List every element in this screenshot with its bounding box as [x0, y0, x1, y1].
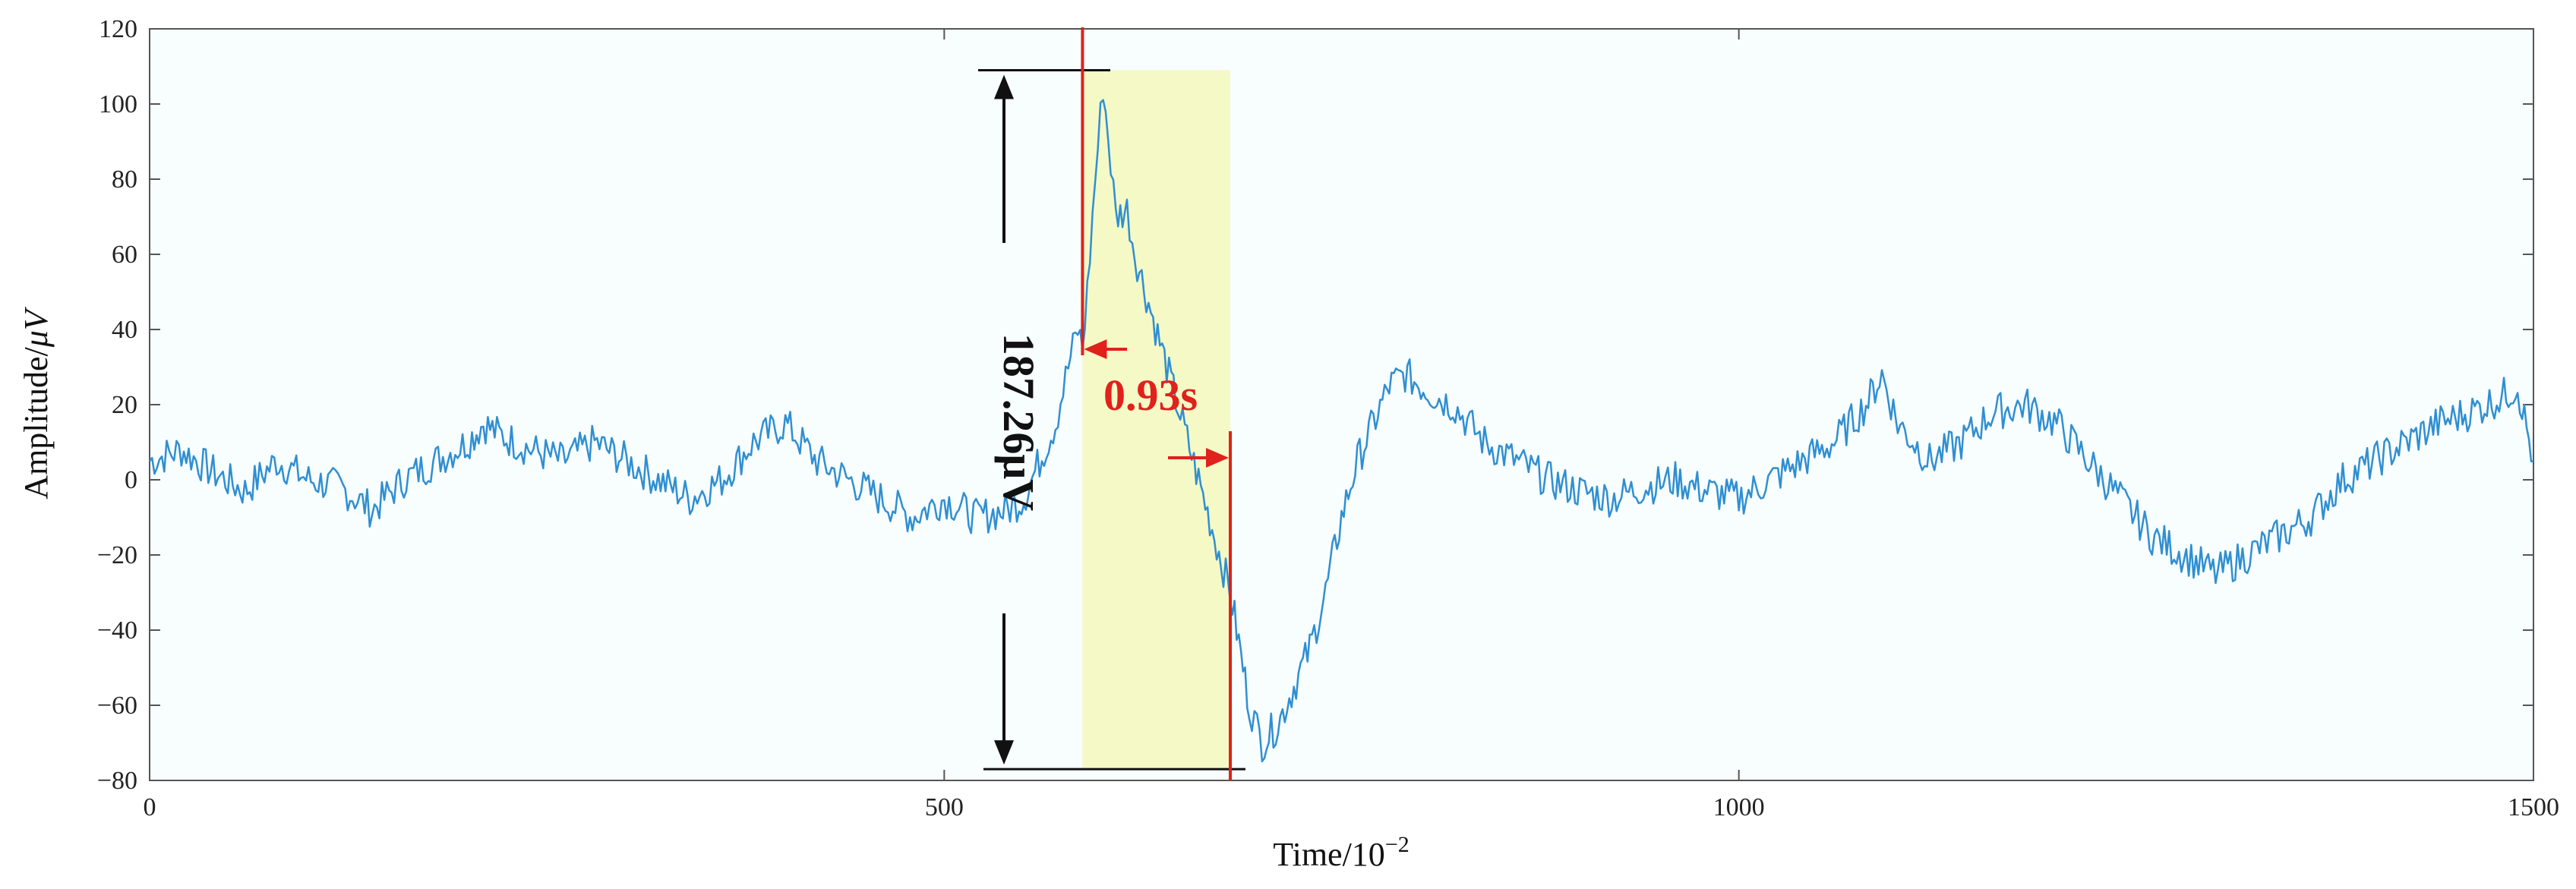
x-tick-label: 1000	[1713, 793, 1765, 821]
axis-tick-labels: −80 −60 −40 −20 0 20 40 60 80 100 120 0 500 1000 1500	[97, 15, 2559, 821]
y-axis-title-unit: μV	[17, 306, 55, 348]
amplitude-label: 187.26μV	[994, 333, 1043, 511]
y-axis-title: Amplitude/μV	[17, 306, 55, 500]
x-tick-label: 500	[925, 793, 964, 821]
y-tick-label: 120	[99, 15, 137, 43]
y-tick-label: 20	[112, 391, 137, 419]
duration-arrow-right-head	[1206, 448, 1230, 468]
y-tick-label: −60	[97, 692, 137, 720]
x-tick-label: 0	[144, 793, 156, 821]
y-tick-label: 80	[112, 166, 137, 194]
y-tick-label: 100	[99, 90, 137, 118]
y-tick-label: 0	[125, 466, 137, 494]
annotations	[978, 27, 1245, 780]
x-tick-label: 1500	[2508, 793, 2559, 821]
signal-line	[148, 99, 2534, 763]
y-tick-label: 60	[112, 241, 137, 269]
axis-ticks	[149, 28, 2534, 781]
y-tick-label: 40	[112, 316, 137, 344]
x-axis-title-exponent: −2	[1385, 832, 1410, 857]
y-tick-label: −40	[97, 616, 137, 645]
y-tick-label: −20	[97, 541, 137, 569]
amplitude-arrow-bottom-head	[994, 740, 1014, 765]
y-tick-label: −80	[97, 767, 137, 795]
x-axis-title-text: Time/10	[1273, 836, 1385, 873]
duration-arrow-left-head	[1084, 339, 1107, 359]
x-axis-title: Time/10−2	[1273, 832, 1409, 873]
amplitude-arrow-top-head	[994, 74, 1014, 99]
plot-area	[149, 28, 2534, 781]
highlight-region	[1082, 70, 1231, 770]
y-axis-title-text: Amplitude/	[17, 347, 55, 500]
duration-label: 0.93s	[1103, 370, 1198, 420]
